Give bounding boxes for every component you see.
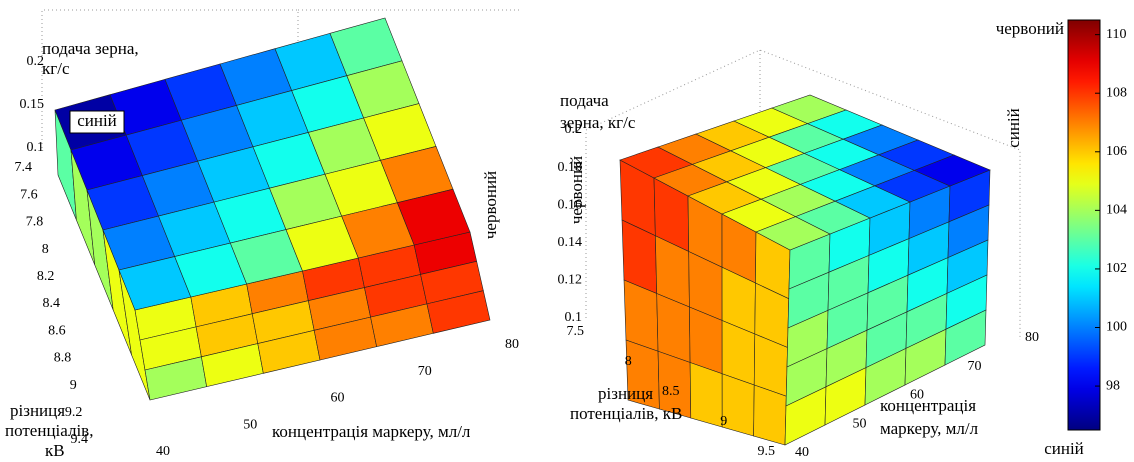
y-axis-label: різниця [10,401,65,420]
z-tick-label: 0.16 [558,197,583,212]
z-tick-label: 0.1 [27,140,45,155]
colorbar-tick-label: 108 [1106,85,1127,100]
colorbar-bottom-label: синій [1044,439,1084,458]
z-axis-label: подача зерна, [42,39,139,58]
x-axis-label: концентрація [880,396,976,415]
z-tick-label: 0.12 [558,273,583,288]
x-tick-label: 40 [795,445,809,460]
colorbar [1067,19,1101,431]
surface-cell [426,290,491,334]
surface-cell [913,154,991,187]
colorbar-tick-label: 106 [1106,144,1127,159]
colorbar-tick-label: 110 [1106,27,1126,42]
z-tick-label: 0.18 [558,160,583,175]
y-tick-label: 8.2 [37,269,55,284]
y-tick-label: 9.4 [71,432,89,447]
y-tick-label: 8 [625,354,632,369]
x-tick-label: 70 [968,359,982,374]
z-tick-label: 0.15 [20,97,45,112]
y-axis-label: потенціалів, кВ [570,404,682,423]
z-axis-label: зерна, кг/с [560,113,636,132]
y-tick-label: 7.8 [26,215,44,230]
x-tick-label: 70 [418,364,432,379]
surface-cell [689,362,723,428]
x-tick-label: 80 [505,337,519,352]
y-axis-label: різниця [598,384,653,403]
z-tick-label: 0.2 [565,122,583,137]
y-tick-label: 9.5 [758,444,776,459]
y-tick-label: 8.5 [662,384,680,399]
y-tick-label: 8 [42,242,49,257]
z-tick-label: 0.1 [565,310,583,325]
z-tick-label: 0.2 [27,54,45,69]
y-tick-label: 7.5 [567,324,585,339]
surface [619,94,991,446]
y-tick-label: 8.8 [54,351,72,366]
colorbar-top-label: червоний [996,19,1064,38]
y-axis-label: потенціалів, [5,421,93,440]
y-tick-label: 9.2 [65,405,83,420]
colorbar-tick-label: 100 [1106,320,1127,335]
z-axis-label: кг/с [42,59,70,78]
x-axis-label: концентрація маркеру, мл/л [272,422,471,441]
x-tick-label: 50 [243,417,257,432]
x-tick-label: 60 [331,391,345,406]
y-tick-label: 9 [720,414,727,429]
annotation: червоний [481,171,500,239]
colorbar-tick-label: 98 [1106,378,1120,393]
colorbar-tick-label: 102 [1106,261,1127,276]
surface-cell [396,188,471,246]
x-tick-label: 50 [853,416,867,431]
y-tick-label: 9 [70,378,77,393]
y-tick-label: 8.6 [48,323,66,338]
x-axis-label: маркеру, мл/л [880,419,979,438]
y-axis-label: кВ [45,441,65,460]
x-tick-label: 80 [1025,330,1039,345]
annotation: синій [77,111,117,130]
surface-cell [944,309,987,366]
z-axis-label: подача [560,91,609,110]
colorbar-tick-label: 104 [1106,203,1127,218]
annotation: синій [1004,108,1023,148]
annotation-box [69,110,125,134]
y-tick-label: 7.4 [15,160,33,175]
x-tick-label: 40 [156,444,170,459]
x-tick-label: 60 [910,388,924,403]
y-tick-label: 7.6 [20,187,38,202]
surface [54,17,491,401]
annotation: червоний [567,156,586,224]
y-tick-label: 8.4 [43,296,61,311]
z-tick-label: 0.14 [558,235,583,250]
